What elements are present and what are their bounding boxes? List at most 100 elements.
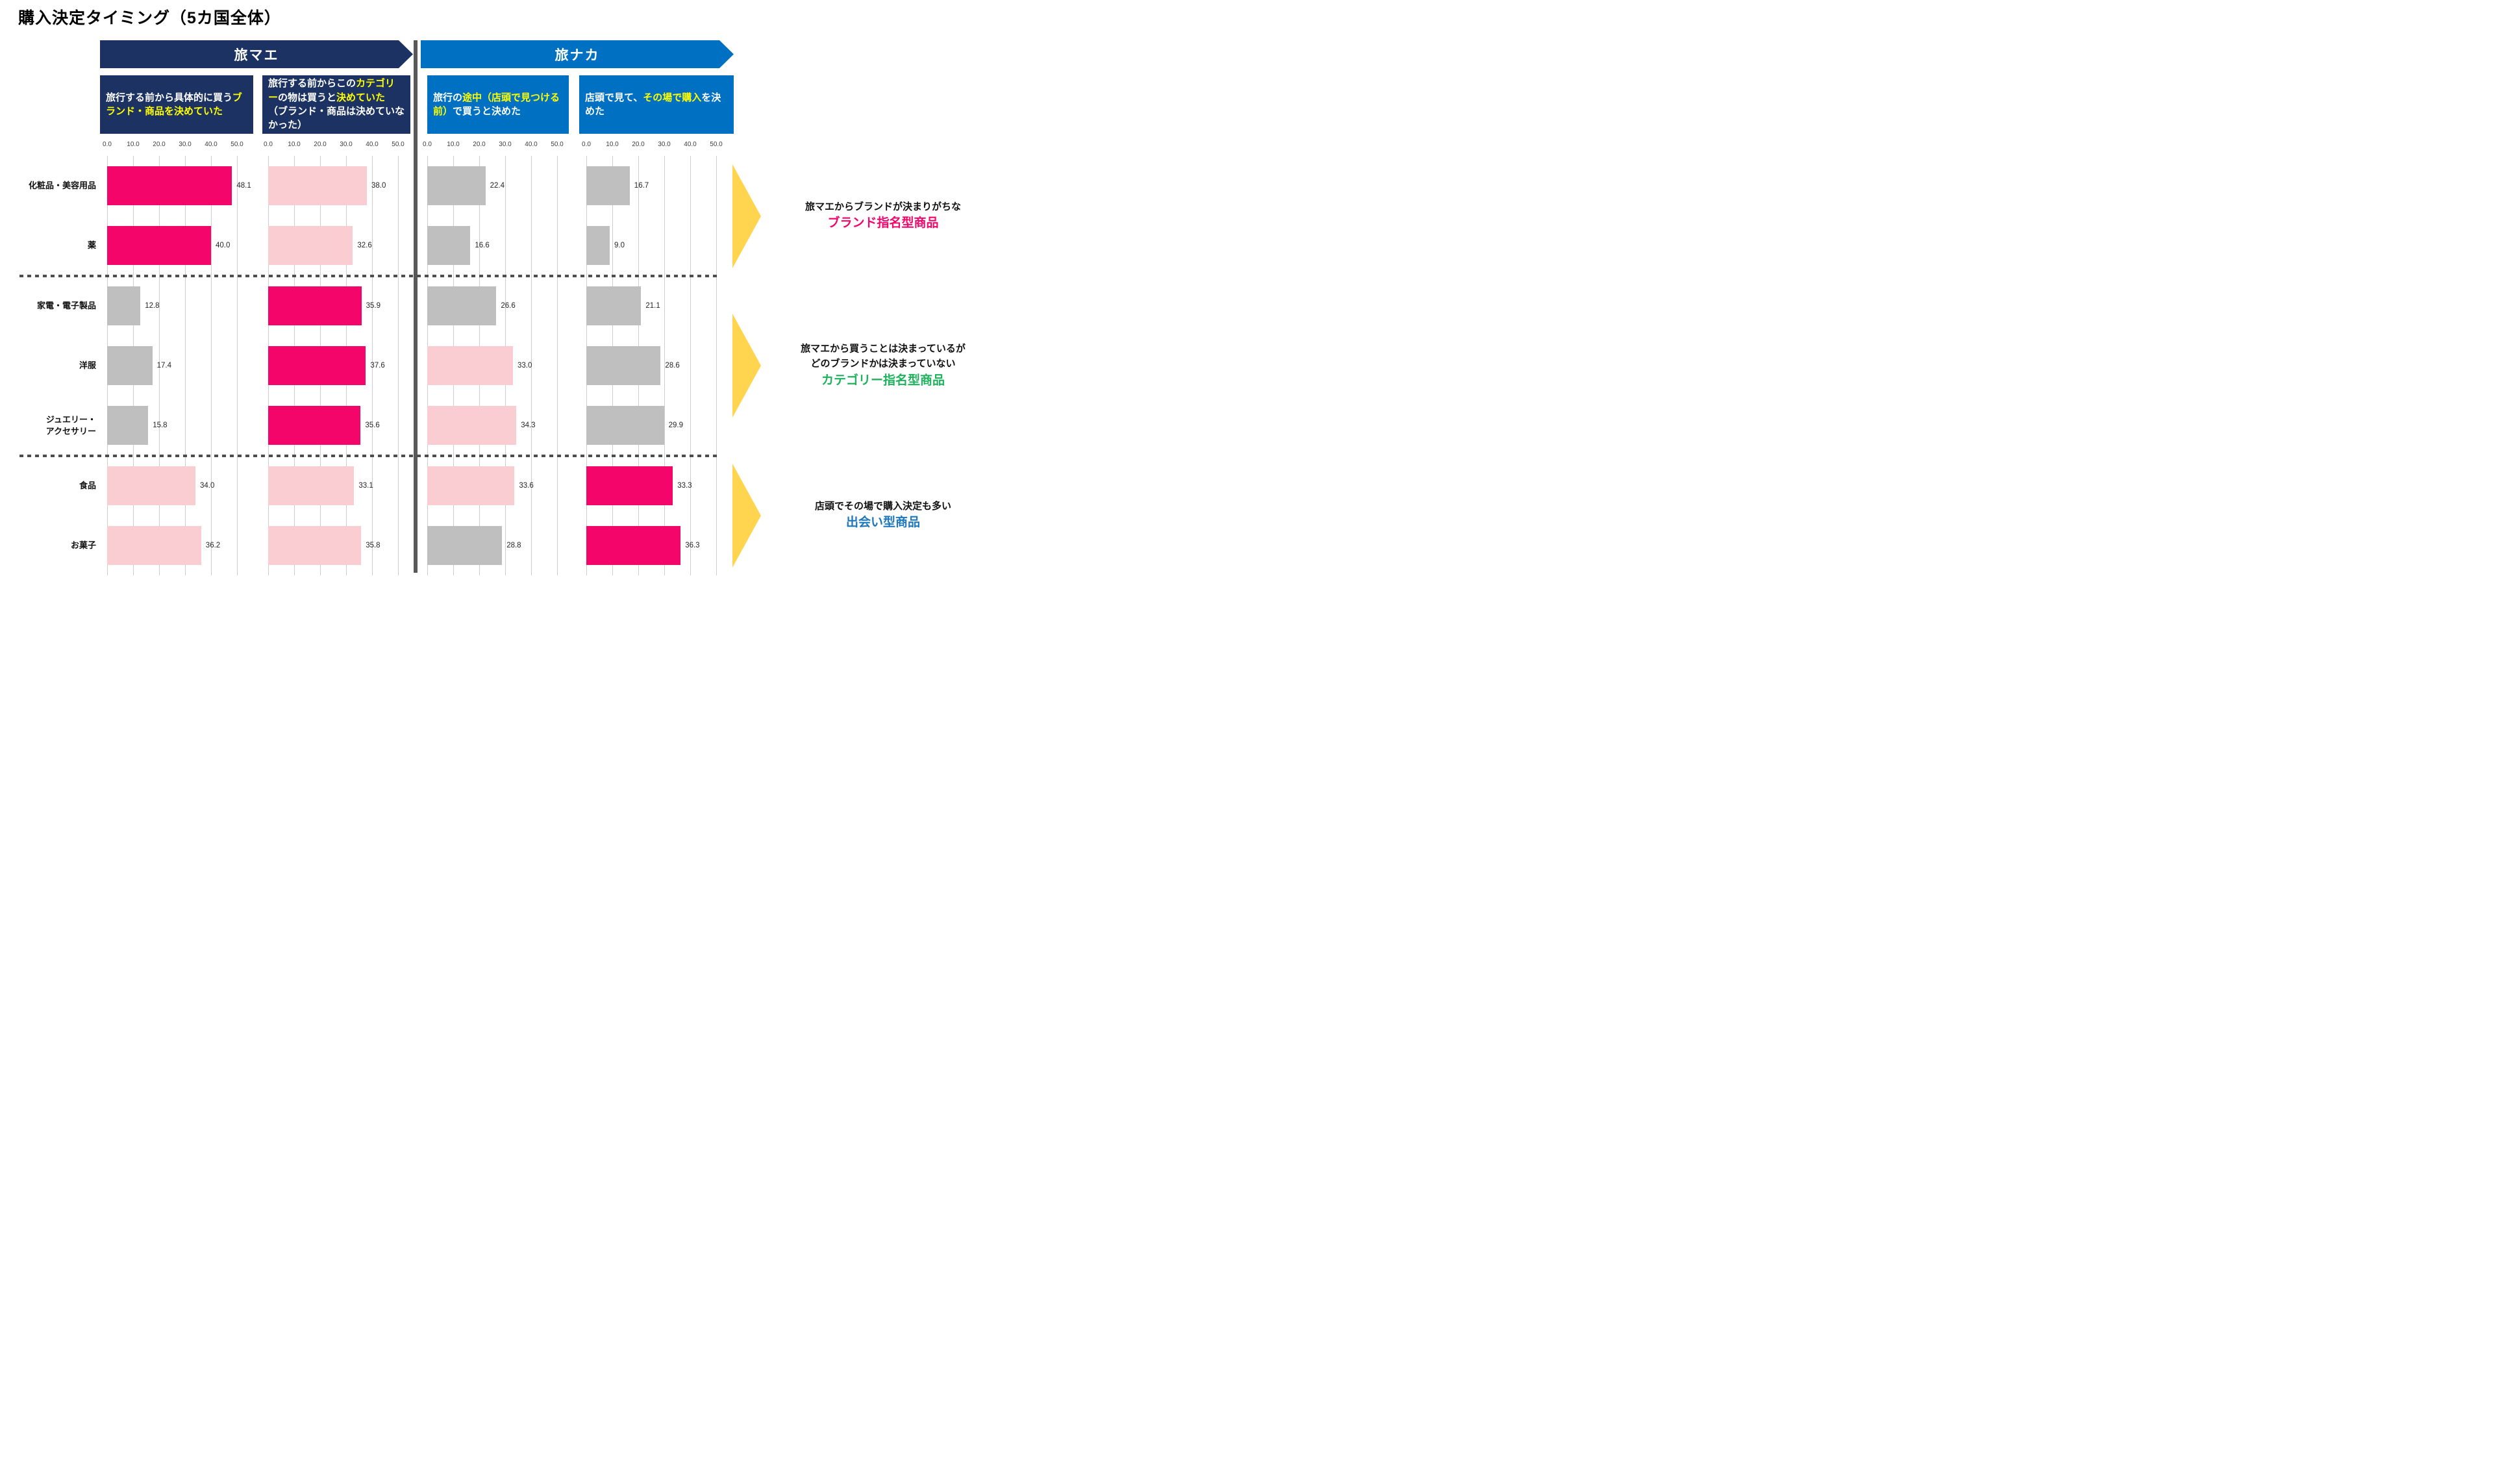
bar xyxy=(268,466,355,505)
x-tick-label: 0.0 xyxy=(423,141,432,148)
bar xyxy=(586,286,642,325)
x-tick-label: 0.0 xyxy=(264,141,273,148)
annotation: 店頭でその場で購入決定も多い 出会い型商品 xyxy=(765,499,1001,533)
bar-value-label: 29.9 xyxy=(668,421,683,430)
x-tick-label: 10.0 xyxy=(447,141,460,148)
slide-canvas: 購入決定タイミング（5カ国全体） 旅マエ 旅ナカ 旅行する前から具体的に買うブラ… xyxy=(0,0,1008,587)
header-segment: を決めた xyxy=(585,92,721,117)
column-header-text: 旅行する前からこのカテゴリーの物は買うと決めていた （ブランド・商品は決めていなか… xyxy=(268,77,405,132)
bar-value-label: 17.4 xyxy=(156,362,171,370)
x-tick-label: 0.0 xyxy=(103,141,112,148)
bar xyxy=(107,525,201,565)
bar xyxy=(427,166,486,206)
header-segment: 旅行の xyxy=(433,92,463,103)
column-header-text: 旅行の途中（店頭で見つける前）で買うと決めた xyxy=(433,91,563,119)
x-tick-label: 10.0 xyxy=(127,141,140,148)
header-segment: （ブランド・商品は決めていなかった） xyxy=(268,106,405,131)
grid-line xyxy=(531,156,532,575)
bar xyxy=(586,466,673,505)
grid-line xyxy=(372,156,373,575)
header-segment-highlight: カテゴリー xyxy=(268,78,395,103)
column-header: 旅行の途中（店頭で見つける前）で買うと決めた xyxy=(427,75,569,134)
x-tick-label: 40.0 xyxy=(366,141,379,148)
bar-value-label: 33.0 xyxy=(518,362,532,370)
bar-value-label: 9.0 xyxy=(614,242,625,250)
bar xyxy=(268,525,362,565)
category-label: 家電・電子製品 xyxy=(0,300,96,312)
banner-tabimae-label: 旅マエ xyxy=(234,47,279,63)
bar-value-label: 28.8 xyxy=(506,541,521,549)
x-tick-label: 50.0 xyxy=(551,141,564,148)
category-label-line: 薬 xyxy=(87,240,96,251)
bar xyxy=(427,346,513,386)
annotation-line: どのブランドかは決まっていない xyxy=(810,358,956,370)
bar xyxy=(586,346,661,386)
x-tick-label: 20.0 xyxy=(153,141,166,148)
grid-line xyxy=(237,156,238,575)
annotation-line: 店頭でその場で購入決定も多い xyxy=(814,501,951,512)
section-divider xyxy=(414,40,418,573)
bar-value-label: 12.8 xyxy=(145,301,160,310)
x-tick-label: 40.0 xyxy=(525,141,538,148)
bar-value-label: 15.8 xyxy=(153,421,168,430)
column-header-text: 店頭で見て、その場で購入を決めた xyxy=(585,91,728,119)
annotation-line: 旅マエから買うことは決まっているが xyxy=(801,343,966,355)
header-segment-highlight: その場で購入 xyxy=(643,92,702,103)
yellow-arrow-icon xyxy=(732,314,761,418)
bar-value-label: 38.0 xyxy=(371,182,386,190)
group-separator xyxy=(19,454,718,457)
bar xyxy=(107,286,141,325)
grid-line xyxy=(690,156,691,575)
annotation: 旅マエからブランドが決まりがちな ブランド指名型商品 xyxy=(765,199,1001,233)
category-label-line: 食品 xyxy=(79,480,96,490)
bar xyxy=(107,406,149,445)
category-label-line: ジュエリー・ xyxy=(45,414,96,425)
bar xyxy=(586,166,630,206)
grid-line xyxy=(185,156,186,575)
header-segment-highlight: ブランド・商品を決めていた xyxy=(106,92,242,117)
column-header-text: 旅行する前から具体的に買うブランド・商品を決めていた xyxy=(106,91,247,119)
bar xyxy=(427,525,503,565)
header-segment-highlight: 途中（店頭で見つける前） xyxy=(433,92,560,117)
bar xyxy=(268,166,367,206)
bar xyxy=(107,466,195,505)
column-header: 旅行する前からこのカテゴリーの物は買うと決めていた （ブランド・商品は決めていなか… xyxy=(262,75,410,134)
bar xyxy=(586,406,664,445)
bar-value-label: 35.6 xyxy=(365,421,380,430)
bar xyxy=(107,346,153,386)
x-tick-label: 40.0 xyxy=(205,141,218,148)
bar-value-label: 32.6 xyxy=(357,242,372,250)
bar xyxy=(268,286,362,325)
header-segment-highlight: 決めていた xyxy=(336,92,386,103)
bar-value-label: 16.6 xyxy=(475,242,490,250)
bar-value-label: 33.3 xyxy=(677,481,692,490)
category-label-line: 洋服 xyxy=(79,360,96,371)
header-segment: 店頭で見て、 xyxy=(585,92,643,103)
header-segment: 旅行する前からこの xyxy=(268,78,356,90)
x-tick-label: 30.0 xyxy=(658,141,671,148)
x-tick-label: 20.0 xyxy=(473,141,486,148)
banner-tabimae: 旅マエ xyxy=(100,40,413,68)
column-header: 旅行する前から具体的に買うブランド・商品を決めていた xyxy=(100,75,253,134)
bar xyxy=(427,286,497,325)
header-segment: で買うと決めた xyxy=(453,106,521,117)
x-tick-label: 40.0 xyxy=(684,141,697,148)
x-tick-label: 20.0 xyxy=(632,141,645,148)
bar-value-label: 34.0 xyxy=(200,481,215,490)
annotation-tagline: 出会い型商品 xyxy=(845,516,920,530)
column-header: 店頭で見て、その場で購入を決めた xyxy=(579,75,734,134)
annotation-tagline: カテゴリー指名型商品 xyxy=(821,373,945,387)
bar-value-label: 36.3 xyxy=(685,541,700,549)
x-tick-label: 30.0 xyxy=(499,141,512,148)
category-label: 薬 xyxy=(0,240,96,252)
grid-line xyxy=(716,156,717,575)
bar xyxy=(586,226,610,266)
banner-tabinaka-label: 旅ナカ xyxy=(555,47,600,63)
bar xyxy=(268,406,361,445)
x-tick-label: 50.0 xyxy=(231,141,243,148)
bar-value-label: 35.9 xyxy=(366,301,380,310)
grid-line xyxy=(664,156,665,575)
bar xyxy=(427,406,517,445)
bar-value-label: 37.6 xyxy=(370,362,385,370)
yellow-arrow-icon xyxy=(732,164,761,268)
